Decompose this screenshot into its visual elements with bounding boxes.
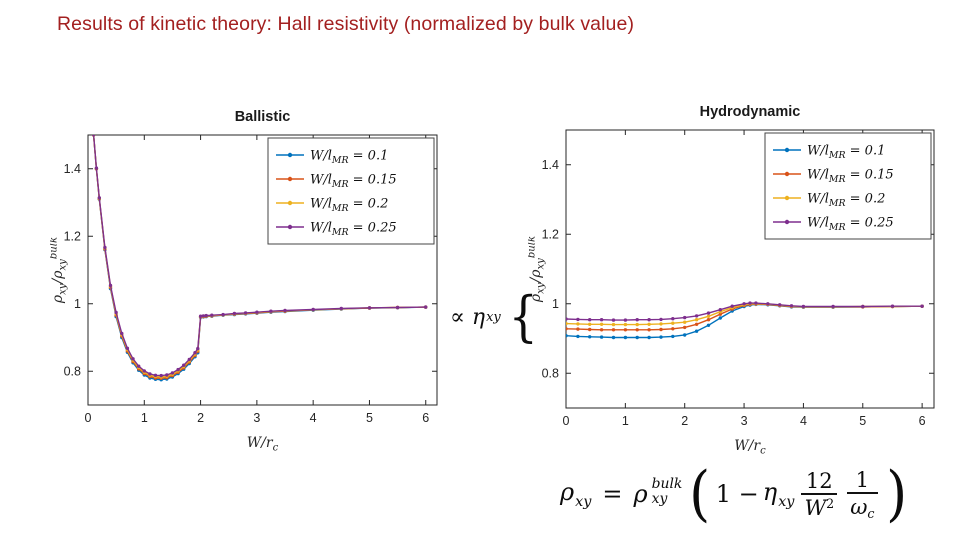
x-tick-label: 1	[141, 411, 148, 425]
legend: W/lMR = 0.1 W/lMR = 0.15 W/lMR = 0.2 W/lMR …	[267, 137, 435, 245]
slide-title: Results of kinetic theory: Hall resistiv…	[57, 13, 635, 35]
chart-ballistic: 0 1 2 3 4 5 6 0.8 1 1.2 1.4 Ballistic W/rc ρxy/ρxybul…	[49, 85, 455, 457]
x-tick-label: 2	[681, 414, 688, 428]
y-tick-label: 0.8	[542, 366, 559, 380]
legend: W/lMR = 0.1 W/lMR = 0.15 W/lMR = 0.2 W/lMR …	[764, 132, 932, 240]
x-tick-label: 5	[366, 411, 373, 425]
x-tick-label: 6	[422, 411, 429, 425]
y-tick-label: 1	[552, 297, 559, 311]
ballistic-plot-svg: 0 1 2 3 4 5 6 0.8 1 1.2 1.4 Ballistic W/rc ρxy/ρxybul…	[49, 109, 438, 454]
legend-label: W/lMR = 0.2	[807, 192, 885, 210]
legend-label: W/lMR = 0.2	[310, 197, 388, 215]
chart-hydrodynamic: 0 1 2 3 4 5 6 0.8 1 1.2 1.4 Hydrodynamic W/rc ρxy/ρxy…	[527, 80, 952, 460]
eq-lhs-rho: ρxy	[560, 478, 592, 510]
x-tick-label: 3	[253, 411, 260, 425]
x-tick-label: 4	[800, 414, 807, 428]
eq-rhs-supsub: bulk xy	[651, 475, 683, 507]
plot-box	[565, 129, 935, 409]
legend-label: W/lMR = 0.1	[310, 149, 388, 167]
y-tick-label: 1.2	[64, 229, 81, 243]
legend-label: W/lMR = 0.15	[310, 173, 397, 191]
equation: ρxy = ρ bulk xy ( 1 − ηxy 12 W2 1 ωc )	[518, 452, 950, 536]
x-axis-label: W/rc	[247, 435, 279, 454]
y-tick-label: 0.8	[64, 364, 81, 378]
eq-close-paren: )	[885, 459, 907, 529]
eq-frac-1-wc: 1 ωc	[847, 467, 878, 521]
eq-eta: ηxy	[762, 478, 795, 510]
eta-subscript: xy	[486, 309, 501, 325]
y-tick-label: 1	[74, 297, 81, 311]
eq-rhs-rho: ρ	[633, 480, 648, 508]
y-axis-label: ρxy/ρxybulk	[528, 236, 547, 303]
x-tick-label: 0	[563, 414, 570, 428]
x-tick-label: 0	[85, 411, 92, 425]
y-tick-label: 1.4	[64, 162, 81, 176]
x-tick-label: 6	[919, 414, 926, 428]
y-tick-label: 1.4	[542, 158, 559, 172]
series-line	[566, 301, 924, 322]
x-tick-label: 5	[859, 414, 866, 428]
legend-label: W/lMR = 0.25	[807, 216, 894, 234]
series-line	[91, 135, 428, 378]
chart-title: Hydrodynamic	[700, 104, 801, 120]
eq-one-minus: 1 −	[715, 480, 759, 508]
x-tick-label: 3	[741, 414, 748, 428]
hydrodynamic-plot-svg: 0 1 2 3 4 5 6 0.8 1 1.2 1.4 Hydrodynamic W/rc ρxy/ρxy…	[527, 104, 935, 457]
eta-annotation: ∝ η xy {	[450, 285, 540, 348]
curly-brace: {	[508, 285, 538, 348]
x-tick-label: 1	[622, 414, 629, 428]
eq-equals: =	[602, 480, 623, 508]
legend-label: W/lMR = 0.15	[807, 168, 894, 186]
x-tick-label: 4	[310, 411, 317, 425]
y-tick-label: 1.2	[542, 227, 559, 241]
x-tick-label: 2	[197, 411, 204, 425]
eq-open-paren: (	[689, 459, 711, 529]
chart-title: Ballistic	[235, 109, 291, 125]
plot-box	[87, 134, 438, 406]
x-axis-label: W/rc	[734, 438, 766, 457]
propto-eta-text: ∝ η	[450, 304, 486, 330]
legend-label: W/lMR = 0.1	[807, 144, 885, 162]
legend-label: W/lMR = 0.25	[310, 221, 397, 239]
y-axis-label: ρxy/ρxybulk	[50, 237, 69, 304]
eq-frac-12-w2: 12 W2	[801, 468, 838, 521]
